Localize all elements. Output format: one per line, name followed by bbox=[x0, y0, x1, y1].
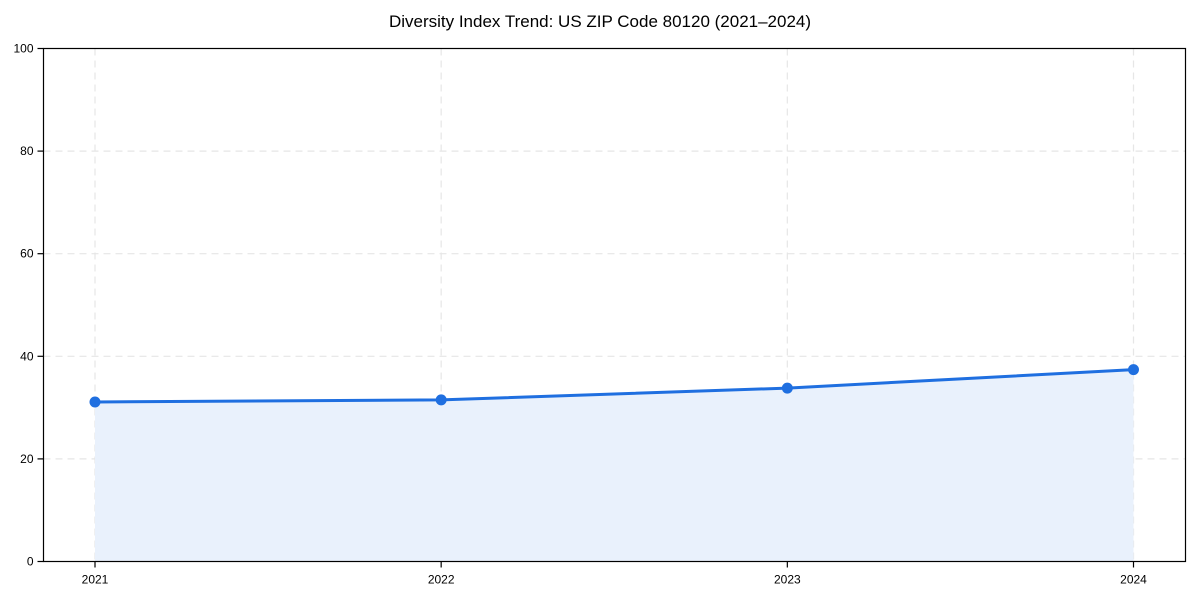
x-tick-label: 2024 bbox=[1120, 573, 1147, 587]
y-tick-label: 60 bbox=[20, 247, 34, 261]
x-tick-label: 2021 bbox=[82, 573, 109, 587]
y-tick-label: 40 bbox=[20, 349, 34, 363]
data-point-marker bbox=[1128, 364, 1139, 376]
chart-title: Diversity Index Trend: US ZIP Code 80120… bbox=[388, 12, 812, 31]
y-tick-label: 0 bbox=[27, 555, 34, 569]
plot-box bbox=[42, 47, 1187, 563]
data-point-marker bbox=[781, 382, 793, 394]
data-line bbox=[93, 368, 1135, 404]
data-point-marker bbox=[435, 394, 447, 406]
area-fill bbox=[95, 369, 1134, 562]
data-point-marker bbox=[89, 396, 101, 408]
y-tick-label: 100 bbox=[13, 42, 33, 56]
x-tick-label: 2022 bbox=[428, 573, 455, 587]
y-tick-label: 20 bbox=[20, 452, 34, 466]
y-tick-label: 80 bbox=[20, 144, 34, 158]
x-tick-label: 2023 bbox=[774, 573, 801, 587]
